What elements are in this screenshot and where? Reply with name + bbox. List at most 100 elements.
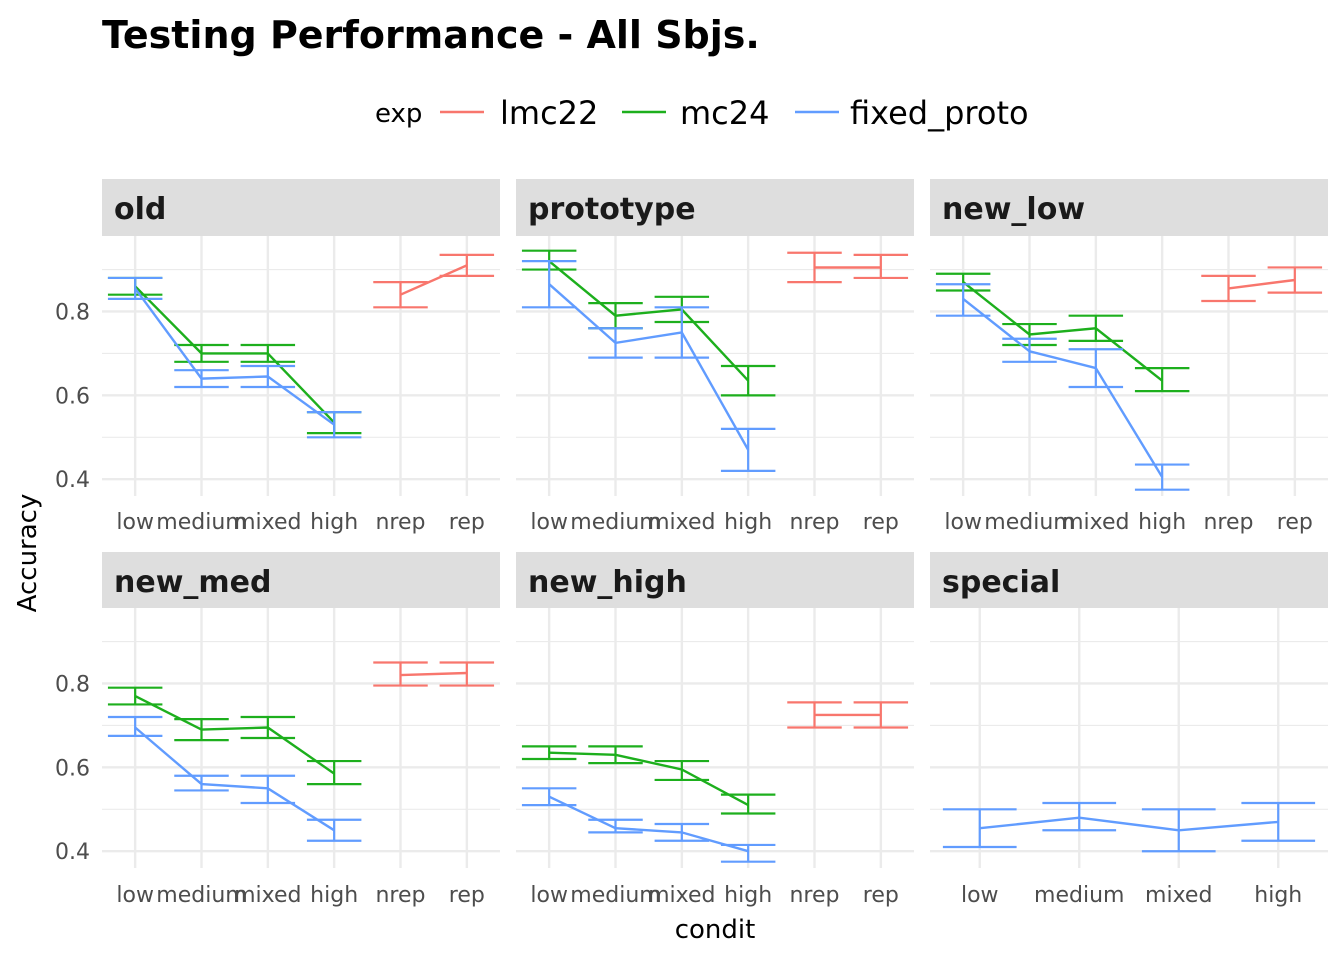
series-line	[400, 264, 468, 296]
y-tick-label: 0.6	[55, 756, 90, 781]
error-bar	[853, 701, 909, 729]
facet-strip-label: new_high	[528, 565, 687, 600]
series-line	[400, 671, 467, 677]
x-tick-label: nrep	[375, 883, 425, 908]
x-tick-label: mixed	[648, 883, 715, 908]
series-fixed-proto	[521, 787, 776, 863]
y-tick-label: 0.8	[55, 300, 90, 325]
y-tick-label: 0.4	[55, 468, 90, 493]
error-bar	[521, 787, 577, 807]
x-tick-label: low	[530, 883, 568, 908]
series-line	[548, 260, 750, 382]
series-lmc22	[373, 661, 495, 687]
series-line	[549, 751, 749, 807]
x-tick-label: high	[310, 883, 358, 908]
x-tick-label: high	[724, 510, 772, 535]
error-bar	[1134, 463, 1190, 491]
facet-special: special low medium mixed high	[930, 552, 1328, 908]
x-tick-label: mixed	[234, 883, 301, 908]
series-line	[134, 285, 336, 424]
legend-label-mc24: mc24	[680, 94, 769, 132]
x-tick-label: high	[1254, 883, 1302, 908]
x-tick-label: nrep	[1203, 510, 1253, 535]
series-fixed-proto	[107, 276, 362, 439]
series-fixed-proto	[942, 801, 1316, 853]
series-line	[134, 726, 335, 832]
error-bar	[107, 715, 163, 738]
x-tick-label: high	[1138, 510, 1186, 535]
error-bar	[720, 843, 776, 863]
error-bar	[1267, 266, 1323, 294]
facet-strip-label: special	[942, 565, 1060, 600]
legend-label-lmc22: lmc22	[500, 94, 598, 132]
x-tick-label: rep	[449, 883, 485, 908]
error-bar	[1201, 274, 1256, 303]
error-bar	[439, 661, 495, 687]
x-tick-label: low	[944, 510, 982, 535]
x-tick-label: mixed	[1145, 883, 1212, 908]
facet-strip-label: new_med	[114, 565, 272, 600]
x-tick-label: nrep	[789, 883, 839, 908]
series-line	[134, 287, 335, 426]
error-bar	[373, 281, 428, 309]
error-bar	[107, 686, 163, 706]
x-tick-label: low	[961, 883, 999, 908]
x-tick-label: high	[724, 883, 772, 908]
x-tick-label: mixed	[234, 510, 301, 535]
x-tick-label: rep	[863, 510, 899, 535]
series-fixed-proto	[935, 283, 1190, 491]
x-tick-label: medium	[570, 510, 660, 535]
series-fixed-proto	[107, 715, 362, 842]
legend-title: exp	[375, 99, 422, 129]
facet-strip-label: prototype	[528, 192, 696, 227]
x-tick-label: medium	[984, 510, 1074, 535]
error-bar	[853, 253, 909, 280]
x-tick-label: nrep	[375, 510, 425, 535]
x-tick-label: low	[116, 883, 154, 908]
x-tick-label: medium	[156, 510, 246, 535]
y-tick-label: 0.8	[55, 672, 90, 697]
series-lmc22	[787, 251, 909, 284]
x-tick-label: nrep	[789, 510, 839, 535]
x-axis-title: condit	[675, 915, 756, 945]
series-lmc22	[1201, 266, 1323, 303]
legend: exp lmc22 mc24 fixed_proto	[375, 94, 1029, 132]
facet-strip	[102, 179, 500, 236]
x-tick-label: medium	[570, 883, 660, 908]
series-mc24	[107, 686, 362, 786]
series-mc24	[935, 272, 1190, 393]
x-tick-label: medium	[156, 883, 246, 908]
facet-strip-label: old	[114, 192, 166, 227]
error-bar	[942, 808, 1017, 849]
legend-label-fixed-proto: fixed_proto	[850, 94, 1029, 132]
facet-strip-label: new_low	[942, 192, 1085, 227]
x-tick-label: low	[116, 510, 154, 535]
chart-title: Testing Performance - All Sbjs.	[102, 13, 760, 57]
series-line	[548, 283, 750, 451]
series-line	[548, 795, 749, 853]
facet-strip	[102, 552, 500, 608]
x-tick-label: medium	[1034, 883, 1124, 908]
x-tick-label: mixed	[1062, 510, 1129, 535]
series-fixed-proto	[521, 260, 776, 472]
x-tick-label: mixed	[648, 510, 715, 535]
y-tick-label: 0.6	[55, 384, 90, 409]
x-tick-label: rep	[863, 883, 899, 908]
series-line	[962, 297, 1164, 478]
x-tick-label: low	[530, 510, 568, 535]
series-line	[979, 816, 1279, 832]
facet-strip	[930, 179, 1328, 236]
error-bar	[439, 253, 495, 277]
series-line	[1228, 278, 1295, 290]
series-line	[962, 281, 1163, 382]
facet-strip	[930, 552, 1328, 608]
y-axis-title: Accuracy	[13, 494, 43, 613]
facet-strip	[516, 552, 914, 608]
